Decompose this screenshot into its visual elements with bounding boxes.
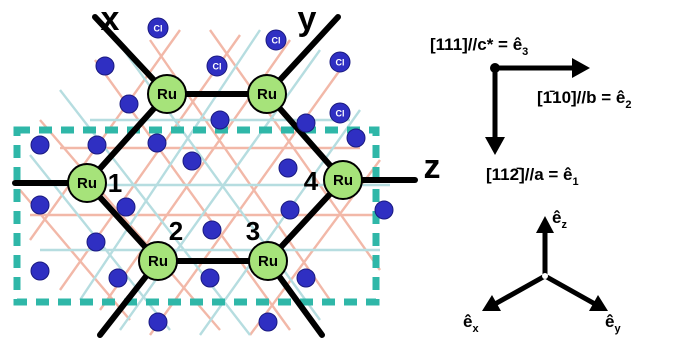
ey-label: êy [605,312,621,335]
cl-label: Cl [154,24,163,34]
ex-label: êx [463,312,479,335]
ru-label: Ru [77,175,97,192]
ru-atom: Ru [323,160,363,200]
cl-atoms [30,56,394,332]
ru-atom: Ru [247,74,287,114]
ru-atom: Ru [67,163,107,203]
cl-atom: Cl [329,102,351,124]
ru-atoms: Ru Ru Ru Ru Ru Ru [67,74,363,281]
cl-labeled-atoms: Cl Cl Cl Cl Cl [147,17,351,124]
cl-label: Cl [272,36,281,46]
axis-label-x: x [101,0,120,38]
ez-label: êz [552,208,567,231]
site-number-4: 4 [304,166,319,196]
site-number-1: 1 [108,168,122,198]
ru-atom: Ru [138,241,178,281]
axes-origin [542,273,548,279]
ey-axis-shaft [543,273,597,307]
ex-axis-shaft [493,273,547,307]
local-axes: êz êx êy [463,208,621,335]
ru-label: Ru [258,253,278,270]
ru-atom: Ru [248,241,288,281]
cl-atom: Cl [265,29,287,51]
site-number-3: 3 [246,216,260,246]
cl-label: Cl [336,109,345,119]
ex-axis-head [482,295,501,311]
axis-label-y: y [298,0,317,38]
ru-label: Ru [333,172,353,189]
cl-atom: Cl [329,51,351,73]
ru-label: Ru [148,253,168,270]
a-arrow-head [485,137,505,155]
cl-atom: Cl [147,17,169,39]
ru-label: Ru [157,86,177,103]
axis-label-z: z [424,148,441,186]
c-star-direction-label: [111]//c* = ê3 [430,35,528,58]
site-number-2: 2 [169,216,183,246]
b-arrow-head [572,58,590,78]
ru-atom: Ru [147,74,187,114]
ez-axis-head [536,216,554,233]
cl-atom: Cl [206,55,228,77]
ey-axis-head [589,295,608,311]
crystal-directions: [111]//c* = ê3 [1̄10]//b = ê2 [112̄]//a … [430,35,631,188]
a-direction-label: [112̄]//a = ê1 [486,165,579,188]
cl-label: Cl [336,58,345,68]
unit-cell-outline [13,126,380,306]
cl-label: Cl [213,62,222,72]
ru-label: Ru [257,86,277,103]
b-direction-label: [1̄10]//b = ê2 [537,88,631,111]
